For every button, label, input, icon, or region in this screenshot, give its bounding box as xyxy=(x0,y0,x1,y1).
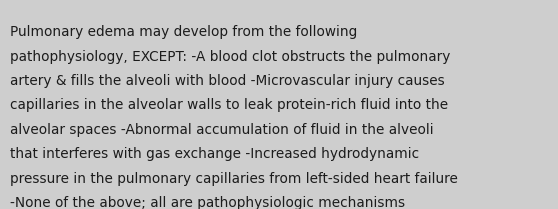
Text: capillaries in the alveolar walls to leak protein-rich fluid into the: capillaries in the alveolar walls to lea… xyxy=(10,98,448,112)
Text: Pulmonary edema may develop from the following: Pulmonary edema may develop from the fol… xyxy=(10,25,357,39)
Text: pressure in the pulmonary capillaries from left-sided heart failure: pressure in the pulmonary capillaries fr… xyxy=(10,172,458,186)
Text: pathophysiology, EXCEPT: -A blood clot obstructs the pulmonary: pathophysiology, EXCEPT: -A blood clot o… xyxy=(10,50,450,64)
Text: that interferes with gas exchange -Increased hydrodynamic: that interferes with gas exchange -Incre… xyxy=(10,147,419,161)
Text: artery & fills the alveoli with blood -Microvascular injury causes: artery & fills the alveoli with blood -M… xyxy=(10,74,445,88)
Text: -None of the above; all are pathophysiologic mechanisms: -None of the above; all are pathophysiol… xyxy=(10,196,405,209)
Text: alveolar spaces -Abnormal accumulation of fluid in the alveoli: alveolar spaces -Abnormal accumulation o… xyxy=(10,123,434,137)
